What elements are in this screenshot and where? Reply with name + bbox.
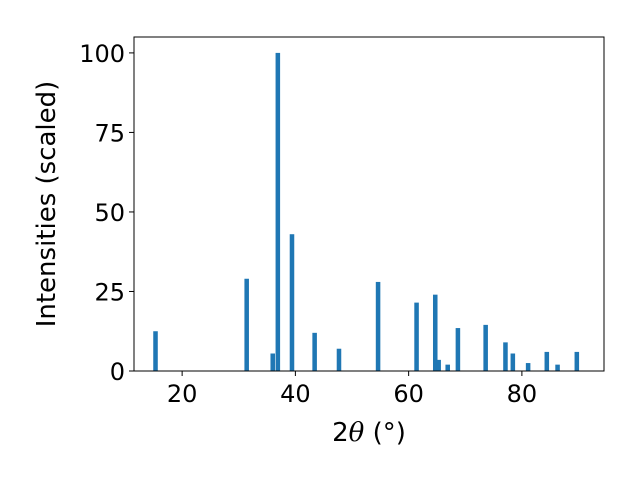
bars [153,52,580,372]
y-axis-ticks: 0 25 50 75 100 [79,40,134,386]
bar [445,364,450,371]
x-tick-label: 80 [507,380,538,408]
x-tick-label: 60 [393,380,424,408]
bar [436,359,441,371]
bar [270,353,275,371]
bar [574,351,580,371]
y-tick-label: 0 [110,358,125,386]
y-tick-label: 75 [94,119,125,147]
bar [555,364,560,371]
bar [244,278,249,371]
bar [510,353,516,371]
x-tick-label: 40 [280,380,311,408]
x-axis-title: 2θ (°) [332,418,406,448]
bar [455,328,461,371]
bar [289,234,295,371]
bar [544,351,550,371]
y-tick-label: 25 [94,278,125,306]
bar [336,348,342,371]
bar [432,294,438,371]
bar [525,363,531,371]
bar [483,324,488,371]
x-tick-label: 20 [167,380,198,408]
plot-area [134,37,604,371]
bar [503,342,508,371]
y-tick-label: 50 [94,199,125,227]
bar [312,332,317,371]
bar [375,281,381,371]
bar [414,302,419,371]
bar [153,331,158,371]
plot-frame [133,36,605,372]
y-tick-label: 100 [79,40,125,68]
y-axis-title: Intensities (scaled) [32,81,62,328]
x-axis-ticks: 20 40 60 80 [167,371,537,408]
bar [275,52,281,372]
